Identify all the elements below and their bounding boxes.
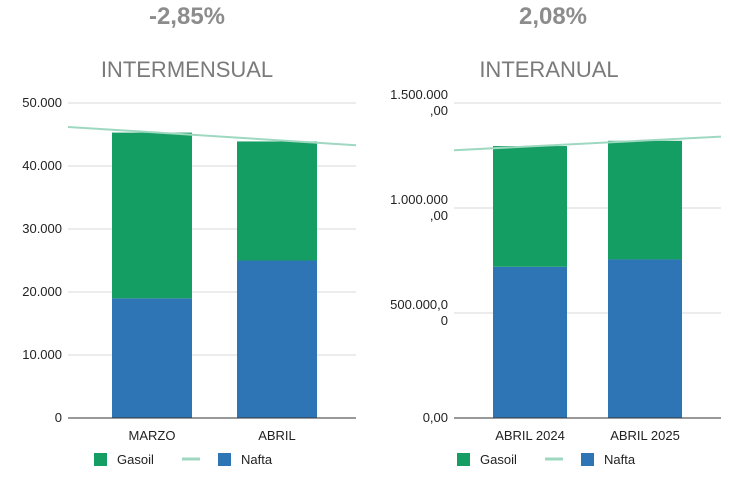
- legend-swatch-gasoil: [94, 453, 107, 466]
- y-tick-label: 500.000,0: [390, 297, 448, 312]
- legend: Gasoil Nafta: [457, 452, 636, 467]
- bar-gasoil-2: [237, 141, 317, 261]
- legend-label-gasoil: Gasoil: [117, 452, 154, 467]
- legend-label-gasoil: Gasoil: [480, 452, 517, 467]
- legend: Gasoil Nafta: [94, 452, 273, 467]
- category-label: MARZO: [129, 428, 176, 443]
- y-tick-label: 10.000: [22, 347, 62, 362]
- bar-nafta-2: [237, 260, 317, 418]
- y-tick-label: 40.000: [22, 158, 62, 173]
- y-tick-label: 1.500.000: [390, 87, 448, 102]
- y-tick-label: 0: [55, 410, 62, 425]
- headline-percent: 2,08%: [519, 3, 587, 30]
- chart-2: 2,08%INTERANUAL0,00500.000,001.000.000,0…: [390, 3, 722, 467]
- category-label: ABRIL: [258, 428, 296, 443]
- bar-gasoil-1: [112, 132, 192, 299]
- y-tick-label: ,00: [430, 208, 448, 223]
- y-tick-label: 30.000: [22, 221, 62, 236]
- trend-line: [67, 125, 357, 147]
- legend-swatch-nafta: [218, 453, 231, 466]
- y-tick-label: 0,00: [423, 410, 448, 425]
- legend-label-nafta: Nafta: [604, 452, 636, 467]
- bar-gasoil-1: [493, 146, 567, 267]
- chart-1: -2,85% INTERMENSUAL 0 10.000 20.000 30.000 40.…: [22, 3, 357, 467]
- headline-percent: -2,85%: [149, 3, 225, 30]
- trend-line: [453, 135, 722, 152]
- category-label: ABRIL 2024: [495, 428, 565, 443]
- y-tick-label: 20.000: [22, 284, 62, 299]
- chart-title: INTERANUAL: [479, 57, 618, 82]
- category-label: ABRIL 2025: [610, 428, 680, 443]
- legend-label-nafta: Nafta: [241, 452, 273, 467]
- legend-swatch-nafta: [581, 453, 594, 466]
- bar-nafta-1: [493, 266, 567, 418]
- y-tick-label: 50.000: [22, 95, 62, 110]
- bar-nafta-2: [608, 259, 682, 418]
- legend-swatch-gasoil: [457, 453, 470, 466]
- y-tick-label: 1.000.000: [390, 192, 448, 207]
- bar-nafta-1: [112, 298, 192, 418]
- y-tick-label: 0: [441, 313, 448, 328]
- y-tick-label: ,00: [430, 103, 448, 118]
- bar-gasoil-2: [608, 140, 682, 260]
- chart-title: INTERMENSUAL: [101, 57, 273, 82]
